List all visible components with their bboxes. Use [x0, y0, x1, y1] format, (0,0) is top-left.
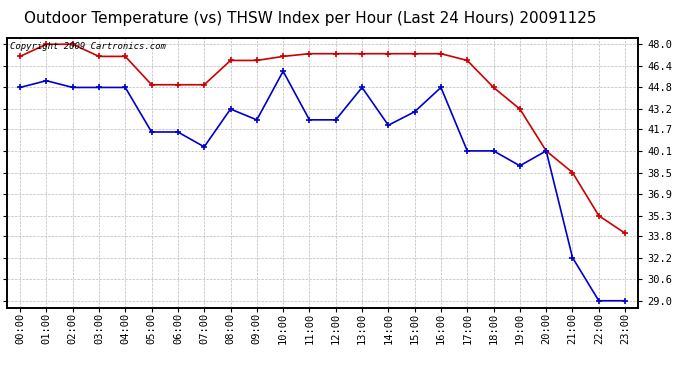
Text: Copyright 2009 Cartronics.com: Copyright 2009 Cartronics.com — [10, 42, 166, 51]
Text: Outdoor Temperature (vs) THSW Index per Hour (Last 24 Hours) 20091125: Outdoor Temperature (vs) THSW Index per … — [24, 11, 597, 26]
